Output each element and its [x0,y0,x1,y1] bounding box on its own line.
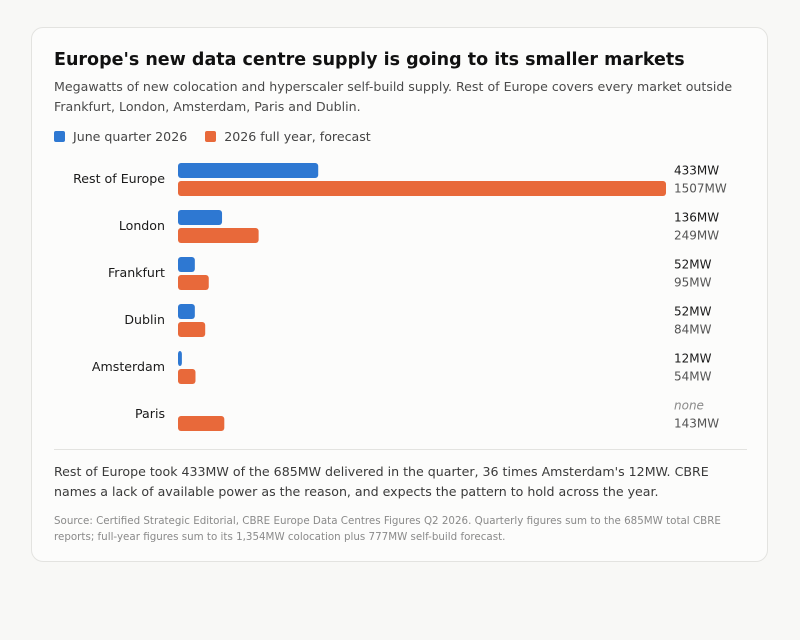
legend-item-quarter: June quarter 2026 [54,129,187,144]
bar-rest-of-europe-quarter [178,163,319,178]
legend-swatch-quarter [54,131,65,142]
category-label-rest-of-europe: Rest of Europe [73,171,165,186]
value-label-amsterdam-forecast: 54MW [674,370,712,384]
bar-frankfurt-forecast [178,275,209,290]
value-label-london-forecast: 249MW [674,229,719,243]
bar-frankfurt-quarter [178,257,195,272]
legend-label-quarter: June quarter 2026 [73,129,188,144]
value-label-frankfurt-quarter: 52MW [674,258,712,272]
value-label-rest-of-europe-forecast: 1507MW [674,182,727,196]
bar-london-forecast [178,228,259,243]
category-label-paris: Paris [135,406,165,421]
chart-subtitle: Megawatts of new colocation and hypersca… [54,79,733,114]
value-label-london-quarter: 136MW [674,211,719,225]
chart-card: Europe's new data centre supply is going… [31,27,768,562]
category-label-dublin: Dublin [124,312,165,327]
category-label-london: London [119,218,165,233]
legend-item-forecast: 2026 full year, forecast [205,129,371,144]
bar-dublin-quarter [178,304,195,319]
value-label-dublin-quarter: 52MW [674,305,712,319]
value-label-frankfurt-forecast: 95MW [674,276,712,290]
legend-swatch-forecast [205,131,217,142]
bar-paris-forecast [178,416,225,431]
source-note: Source: Certified Strategic Editorial, C… [54,515,721,543]
value-label-paris-quarter: none [674,399,704,413]
chart-title: Europe's new data centre supply is going… [54,50,685,70]
bar-chart: Rest of Europe 433MW 1507MW London 136MW 249M… [73,163,727,431]
legend: June quarter 2026 2026 full year, foreca… [54,129,389,144]
category-label-amsterdam: Amsterdam [92,359,165,374]
divider [54,449,747,450]
bar-rest-of-europe-forecast [178,181,666,196]
bar-amsterdam-forecast [178,369,196,384]
category-label-frankfurt: Frankfurt [108,265,165,280]
value-label-dublin-forecast: 84MW [674,323,712,337]
value-label-paris-forecast: 143MW [674,417,719,431]
legend-label-forecast: 2026 full year, forecast [224,129,371,144]
value-label-rest-of-europe-quarter: 433MW [674,164,719,178]
value-label-amsterdam-quarter: 12MW [674,352,712,366]
bar-dublin-forecast [178,322,206,337]
bar-amsterdam-quarter [178,351,182,366]
bar-london-quarter [178,210,223,225]
chart-note: Rest of Europe took 433MW of the 685MW d… [54,464,709,499]
